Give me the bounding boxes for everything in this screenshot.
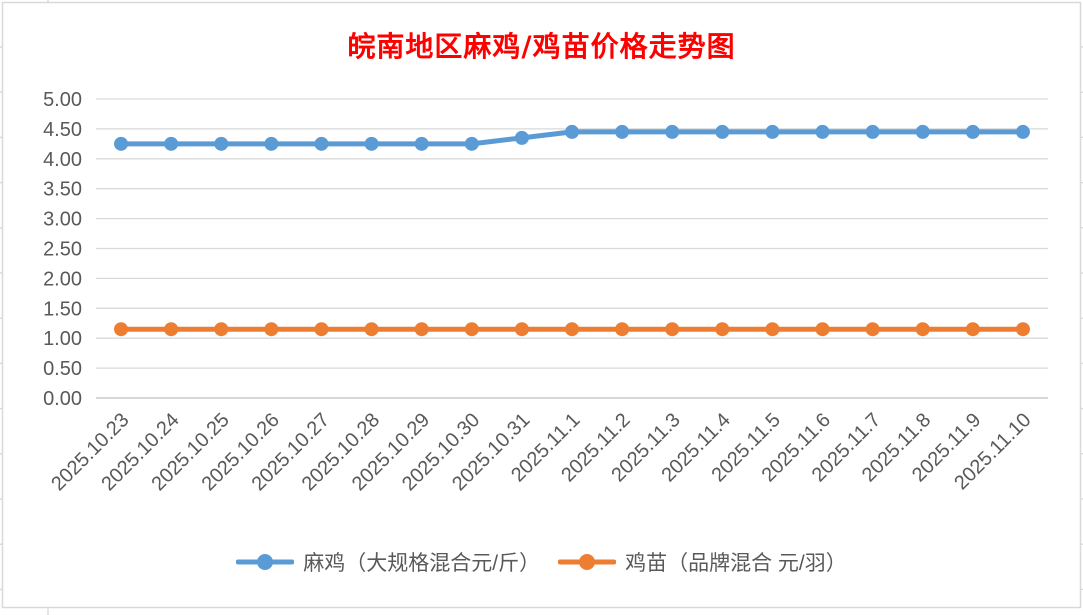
data-point	[214, 136, 229, 151]
data-point	[464, 136, 479, 151]
data-point	[414, 322, 429, 337]
data-point	[1015, 322, 1030, 337]
data-point	[364, 136, 379, 151]
data-point	[514, 130, 529, 145]
data-point	[865, 322, 880, 337]
y-tick-label: 4.00	[43, 149, 82, 171]
data-point	[715, 322, 730, 337]
y-tick-label: 0.50	[43, 358, 82, 380]
y-tick-label: 1.00	[43, 328, 82, 350]
data-point	[915, 322, 930, 337]
chart-title: 皖南地区麻鸡/鸡苗价格走势图	[347, 30, 736, 63]
y-tick-label: 4.50	[43, 119, 82, 141]
legend-line-marker-icon	[558, 554, 617, 570]
y-tick-label: 2.00	[43, 268, 82, 290]
data-point	[665, 124, 680, 139]
data-point	[865, 124, 880, 139]
data-point	[565, 124, 579, 139]
data-point	[364, 322, 379, 337]
data-point	[715, 124, 730, 139]
y-tick-label: 3.50	[43, 179, 82, 201]
data-point	[965, 124, 980, 139]
data-point	[114, 322, 129, 337]
data-point	[965, 322, 980, 337]
legend: 麻鸡（大规格混合元/斤） 鸡苗（品牌混合 元/羽）	[0, 547, 1083, 577]
data-point	[264, 322, 279, 337]
data-point	[164, 136, 179, 151]
legend-label-jimiao: 鸡苗（品牌混合 元/羽）	[625, 552, 847, 575]
legend-item-jimiao: 鸡苗（品牌混合 元/羽）	[558, 547, 847, 577]
data-point	[214, 322, 229, 337]
data-point	[915, 124, 930, 139]
data-point	[264, 136, 279, 151]
y-tick-label: 1.50	[43, 298, 82, 320]
y-tick-label: 5.00	[43, 89, 82, 111]
data-point	[114, 136, 129, 151]
legend-item-maji: 麻鸡（大规格混合元/斤）	[236, 547, 540, 577]
y-tick-label: 3.00	[43, 209, 82, 231]
legend-label-maji: 麻鸡（大规格混合元/斤）	[303, 552, 541, 575]
data-point	[815, 322, 830, 337]
data-point	[615, 124, 630, 139]
y-tick-label: 0.00	[43, 388, 82, 410]
data-point	[164, 322, 179, 337]
data-point	[765, 124, 780, 139]
data-point	[615, 322, 630, 337]
data-point	[1015, 124, 1030, 139]
data-point	[314, 322, 329, 337]
data-point	[314, 136, 329, 151]
data-point	[815, 124, 830, 139]
data-point	[514, 322, 529, 337]
legend-line-marker-icon	[236, 554, 295, 570]
data-point	[565, 322, 579, 337]
data-point	[414, 136, 429, 151]
data-point	[464, 322, 479, 337]
data-point	[765, 322, 780, 337]
y-tick-label: 2.50	[43, 239, 82, 261]
data-point	[665, 322, 680, 337]
